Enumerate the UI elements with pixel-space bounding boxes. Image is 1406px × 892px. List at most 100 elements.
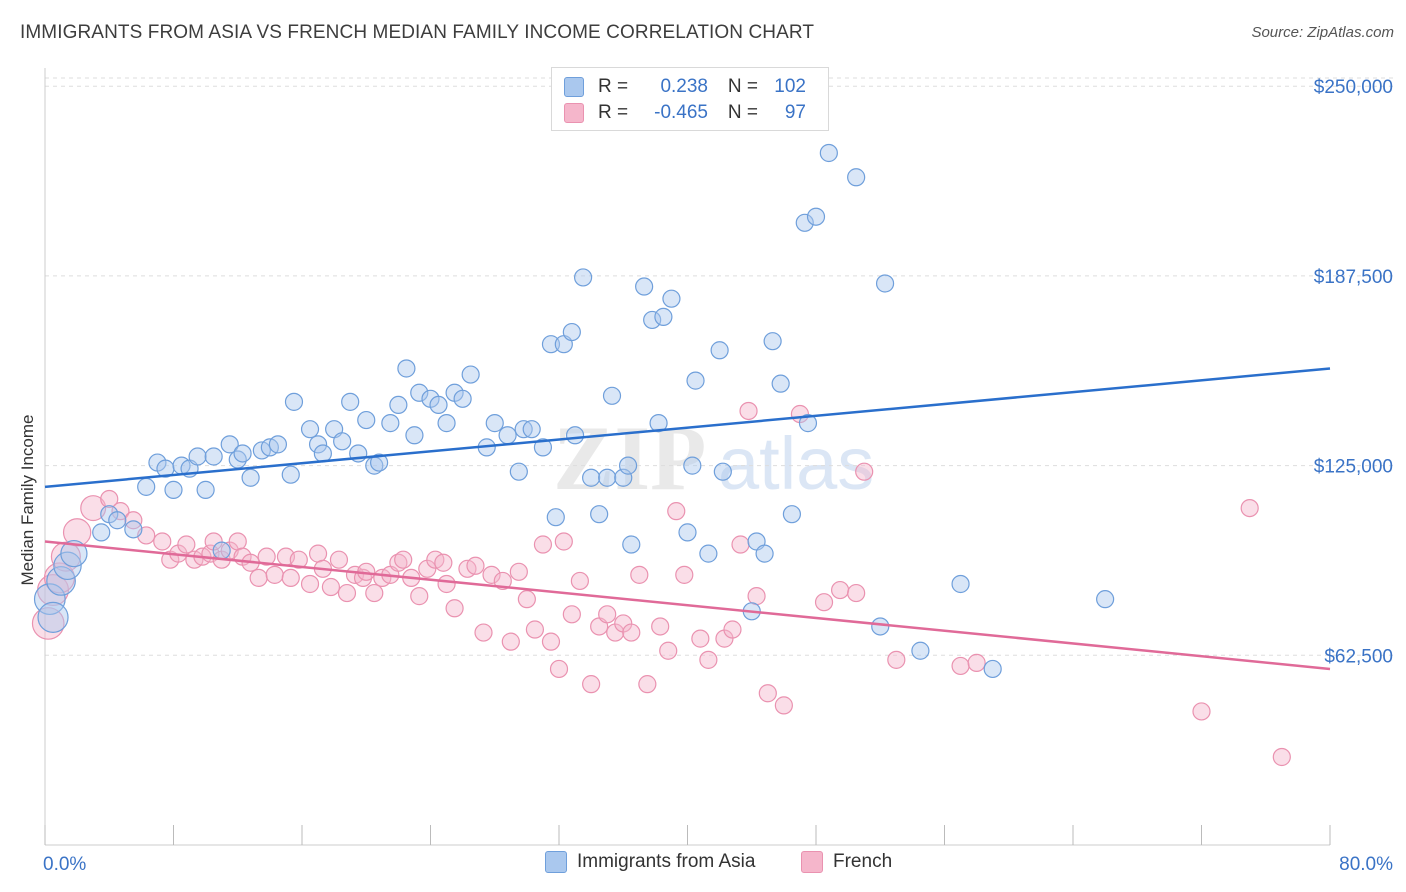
y-tick-label: $187,500 xyxy=(1314,267,1393,288)
french-point xyxy=(1240,498,1259,518)
asia-point xyxy=(649,414,668,433)
french-point xyxy=(638,675,657,694)
legend-n-value: 97 xyxy=(784,102,806,123)
french-point xyxy=(691,629,710,648)
asia-point xyxy=(284,392,304,411)
french-point xyxy=(1272,747,1291,767)
french-point xyxy=(80,495,107,522)
asia-point xyxy=(389,395,408,415)
legend-r-label: R = xyxy=(598,76,629,97)
french-point xyxy=(300,574,320,594)
x-tick-label-max: 80.0% xyxy=(1339,854,1393,875)
french-point xyxy=(517,590,536,609)
asia-point xyxy=(220,435,239,454)
y-axis-label: Median Family Income xyxy=(18,414,37,586)
bottom-legend-swatch-french xyxy=(801,851,823,873)
asia-point xyxy=(598,468,617,487)
asia-point xyxy=(124,520,143,539)
french-point xyxy=(365,583,384,603)
asia-point xyxy=(453,389,472,408)
asia-point xyxy=(485,414,504,433)
french-point xyxy=(830,580,850,600)
asia-point xyxy=(308,435,328,454)
axes xyxy=(44,68,1331,846)
asia-point xyxy=(92,523,111,542)
french-point xyxy=(675,565,694,584)
asia-point xyxy=(429,395,448,415)
french-point xyxy=(541,632,561,651)
asia-point xyxy=(437,414,456,433)
asia-point xyxy=(341,392,360,411)
legend-n-label: N = xyxy=(727,76,758,97)
french-point xyxy=(124,511,143,530)
asia-point xyxy=(53,551,82,581)
asia-point xyxy=(713,462,732,481)
legend-r-label: R = xyxy=(598,102,629,123)
french-point xyxy=(394,550,413,569)
french-point xyxy=(228,532,247,551)
french-point xyxy=(62,518,92,547)
asia-point xyxy=(212,541,231,560)
asia-point xyxy=(137,477,156,496)
french-point xyxy=(474,623,493,642)
french-point xyxy=(554,532,573,551)
french-point xyxy=(308,544,328,563)
french-point xyxy=(509,562,528,581)
legend-swatch-french xyxy=(564,103,584,123)
french-point xyxy=(855,462,874,481)
asia-point xyxy=(951,574,970,594)
asia-point xyxy=(313,444,332,463)
french-point xyxy=(774,696,793,715)
asia-point xyxy=(461,365,480,384)
asia-point xyxy=(333,432,352,451)
asia-point xyxy=(1096,590,1115,609)
french-point xyxy=(466,556,485,575)
asia-point xyxy=(622,535,641,554)
french-point xyxy=(723,620,742,639)
asia-point xyxy=(847,168,866,187)
french-point xyxy=(562,605,581,624)
french-point xyxy=(570,571,589,591)
asia-point xyxy=(108,511,127,530)
french-point xyxy=(887,650,906,669)
legend-n-value: 102 xyxy=(774,76,806,97)
french-point xyxy=(731,535,750,554)
asia-point xyxy=(662,289,681,308)
asia-point xyxy=(196,480,215,499)
french-point xyxy=(281,568,300,588)
asia-point xyxy=(541,335,561,354)
asia-point xyxy=(635,277,654,296)
asia-point xyxy=(819,143,838,163)
french-point xyxy=(265,565,284,584)
asia-point xyxy=(405,426,424,445)
asia-point xyxy=(565,426,585,445)
asia-point xyxy=(699,544,718,563)
axis-labels: $62,500 $125,000 $187,500 $250,000 0.0% 80.0% xyxy=(43,77,1393,875)
asia-point xyxy=(562,322,581,342)
asia-point xyxy=(710,341,729,360)
asia-point xyxy=(498,426,517,445)
asia-point xyxy=(763,332,782,351)
legend-r-value: -0.465 xyxy=(654,102,708,123)
y-axis-label-wrap: Median Family Income xyxy=(16,300,40,700)
asia-point xyxy=(590,505,609,524)
french-point xyxy=(493,571,512,591)
asia-point xyxy=(522,420,541,439)
asia-point xyxy=(268,435,288,454)
asia-point xyxy=(410,383,429,402)
x-tick-label-min: 0.0% xyxy=(43,854,86,875)
asia-point xyxy=(188,447,207,466)
correlation-legend: R = 0.238 N = 102 R = -0.465 N = 97 xyxy=(551,67,829,131)
bottom-legend-label-french: French xyxy=(833,851,893,872)
asia-point xyxy=(798,414,818,433)
french-point xyxy=(967,653,986,672)
french-point xyxy=(699,650,718,669)
asia-point xyxy=(654,307,673,326)
y-tick-label: $125,000 xyxy=(1314,457,1393,478)
french-trend-line xyxy=(44,540,1331,671)
asia-point xyxy=(755,544,774,563)
french-point xyxy=(410,587,429,606)
french-point xyxy=(598,605,617,624)
asia-point xyxy=(533,438,553,457)
asia-point xyxy=(509,462,528,481)
